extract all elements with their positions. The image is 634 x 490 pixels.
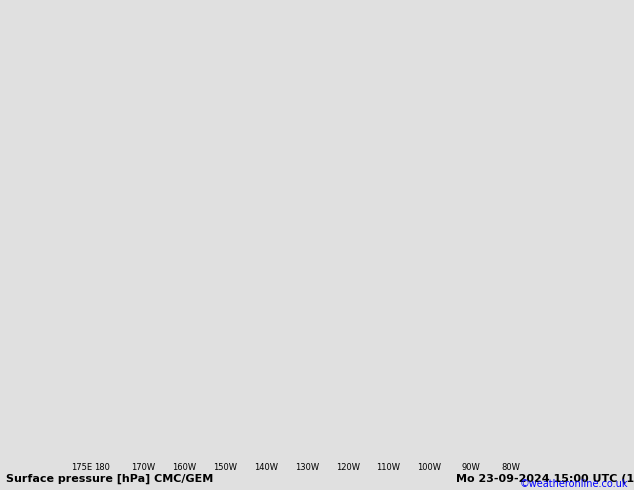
Text: 130W: 130W [295, 463, 319, 472]
Text: 110W: 110W [377, 463, 401, 472]
Text: 90W: 90W [461, 463, 480, 472]
Text: 120W: 120W [335, 463, 359, 472]
Text: 160W: 160W [172, 463, 196, 472]
Text: Mo 23-09-2024 15:00 UTC (12+27): Mo 23-09-2024 15:00 UTC (12+27) [456, 474, 634, 484]
Text: 180: 180 [94, 463, 110, 472]
Text: 100W: 100W [417, 463, 441, 472]
Text: 80W: 80W [502, 463, 521, 472]
Text: Surface pressure [hPa] CMC/GEM: Surface pressure [hPa] CMC/GEM [6, 474, 214, 484]
Text: 175E: 175E [71, 463, 93, 472]
Text: 170W: 170W [131, 463, 155, 472]
Text: 150W: 150W [213, 463, 237, 472]
Text: ©weatheronline.co.uk: ©weatheronline.co.uk [519, 479, 628, 490]
Text: 140W: 140W [254, 463, 278, 472]
